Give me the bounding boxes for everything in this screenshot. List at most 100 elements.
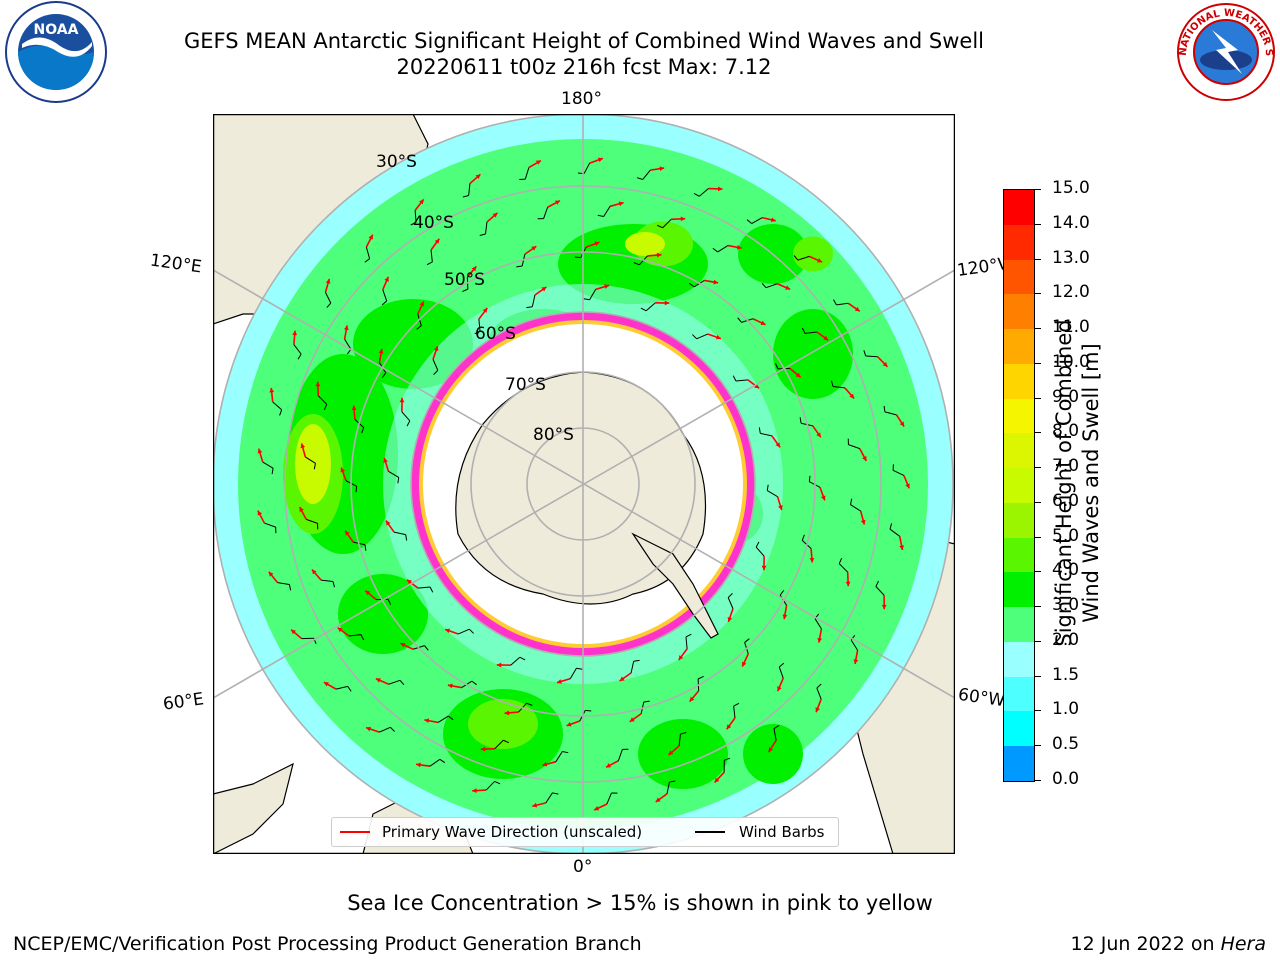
- wind-barb-feather: [808, 475, 811, 482]
- wind-barb-feather: [326, 302, 332, 308]
- footer-date: 12 Jun 2022 on: [1070, 933, 1221, 955]
- colorbar-tick-mark: [1035, 640, 1041, 642]
- wind-barb-feather: [471, 680, 477, 686]
- colorbar-tick-mark: [1035, 675, 1041, 677]
- wind-barb-feather: [562, 751, 569, 754]
- colorbar-label-line1: Significant Height of Combined: [1052, 319, 1076, 647]
- sea-ice-note: Sea Ice Concentration > 15% is shown in …: [347, 891, 933, 915]
- wave-direction-arrowhead: [340, 467, 345, 473]
- wind-barb-feather: [406, 420, 411, 427]
- wind-barb: [545, 792, 553, 804]
- wind-barb-feather: [462, 288, 469, 292]
- colorbar-tick-label: 0.0: [1052, 769, 1080, 789]
- colorbar-tick-mark: [1035, 780, 1041, 781]
- colorbar-segment: [1004, 746, 1034, 782]
- wave-direction-arrowhead: [678, 655, 684, 661]
- wave-direction-arrows: [257, 157, 910, 811]
- colorbar: [1003, 189, 1035, 782]
- wind-barb: [678, 733, 681, 746]
- wave-direction-arrowhead: [845, 581, 851, 587]
- wind-barb-feather: [462, 195, 469, 198]
- wave-direction-arrowhead: [257, 510, 263, 516]
- wave-direction-arrowhead: [823, 335, 829, 341]
- wind-barb: [875, 586, 885, 596]
- wind-barb-feather: [773, 725, 780, 730]
- wave-direction-arrowhead: [337, 627, 343, 633]
- wind-barb-feather: [737, 317, 742, 323]
- wave-direction-arrowhead: [905, 483, 910, 489]
- colorbar-tick-label: 13.0: [1052, 247, 1090, 268]
- wind-barb-feather: [439, 758, 446, 764]
- wave-direction-arrowhead: [399, 397, 405, 403]
- wind-barb-feather: [778, 662, 785, 668]
- wind-barb-feather: [755, 541, 760, 548]
- wind-barb: [685, 636, 688, 649]
- wind-barb: [393, 531, 406, 536]
- colorbar-tick-mark: [1035, 258, 1041, 260]
- parallel-label-80s: 80°S: [533, 425, 574, 445]
- colorbar-label-line2: Wind Waves and Swell [m]: [1079, 343, 1103, 623]
- wave-direction-arrowhead: [717, 186, 723, 192]
- wave-direction-arrowhead: [375, 678, 381, 683]
- wind-barb-feather: [875, 580, 879, 587]
- africa-landmass: [213, 762, 294, 854]
- colorbar-tick-label: 1.0: [1052, 699, 1080, 720]
- wind-barb-feather: [360, 634, 365, 641]
- colorbar-tick-label: 11.0: [1052, 317, 1090, 338]
- wind-barb-feather: [416, 325, 422, 330]
- colorbar-segment: [1004, 224, 1034, 260]
- wave-direction-arrowhead: [618, 201, 624, 207]
- colorbar-tick-label: 12.0: [1052, 282, 1090, 303]
- wave-direction-arrowhead: [775, 442, 781, 448]
- colorbar-tick-mark: [1035, 467, 1041, 469]
- wind-barb-feather: [685, 633, 692, 638]
- wind-barb-feather: [585, 709, 592, 712]
- wind-barb-feather: [761, 282, 767, 289]
- colorbar-tick-mark: [1035, 328, 1041, 330]
- wave-direction-arrowhead: [777, 686, 782, 692]
- wind-barb: [733, 706, 736, 719]
- wind-barb-feather: [469, 628, 474, 634]
- map-panel: [212, 113, 956, 855]
- wind-barb-feather: [692, 334, 697, 340]
- wave-direction-arrowhead: [406, 579, 412, 585]
- meridian-label-0: 0°: [573, 857, 593, 877]
- wave-direction-arrowhead: [299, 507, 304, 513]
- wind-barb: [388, 470, 400, 478]
- wave-direction-arrowhead: [629, 717, 635, 722]
- wave-direction-arrowhead: [419, 199, 424, 205]
- wave-band-max-2: [625, 232, 665, 256]
- wind-barb-feather: [516, 265, 523, 268]
- colorbar-segment: [1004, 259, 1034, 295]
- wave-direction-arrowhead: [268, 571, 274, 577]
- noaa-logo: NOAA: [0, 0, 114, 104]
- wind-barb: [478, 319, 481, 332]
- meridian-label-60e: 60°E: [161, 689, 206, 715]
- wind-barb: [848, 444, 860, 450]
- wind-barb: [382, 289, 388, 302]
- wave-direction-arrowhead: [604, 284, 610, 289]
- wave-direction-arrowhead: [795, 372, 801, 378]
- wave-direction-arrowhead: [594, 241, 600, 246]
- wind-barb-feather: [863, 350, 867, 357]
- footer-machine: Hera: [1220, 933, 1266, 955]
- wave-direction-arrowhead: [664, 300, 670, 306]
- colorbar-segment: [1004, 502, 1034, 538]
- wave-direction-arrowhead: [343, 325, 349, 331]
- wind-barb: [305, 456, 316, 464]
- colorbar-segment: [1004, 641, 1034, 677]
- colorbar-segment: [1004, 329, 1034, 364]
- parallel-label-40s: 40°S: [413, 213, 454, 233]
- wave-direction-arrowhead: [817, 637, 823, 643]
- wind-barb-feather: [552, 792, 559, 795]
- wind-barb-feather: [793, 255, 799, 261]
- colorbar-segment: [1004, 676, 1034, 712]
- wind-barb: [262, 461, 274, 469]
- colorbar-tick-mark: [1035, 745, 1041, 747]
- wave-direction-arrowhead: [689, 696, 695, 702]
- wind-barb: [766, 490, 778, 498]
- wave-direction-arrowhead: [365, 590, 371, 596]
- wave-direction-arrowhead: [809, 557, 815, 563]
- wave-direction-arrowhead: [566, 722, 572, 727]
- wind-barb: [805, 331, 818, 334]
